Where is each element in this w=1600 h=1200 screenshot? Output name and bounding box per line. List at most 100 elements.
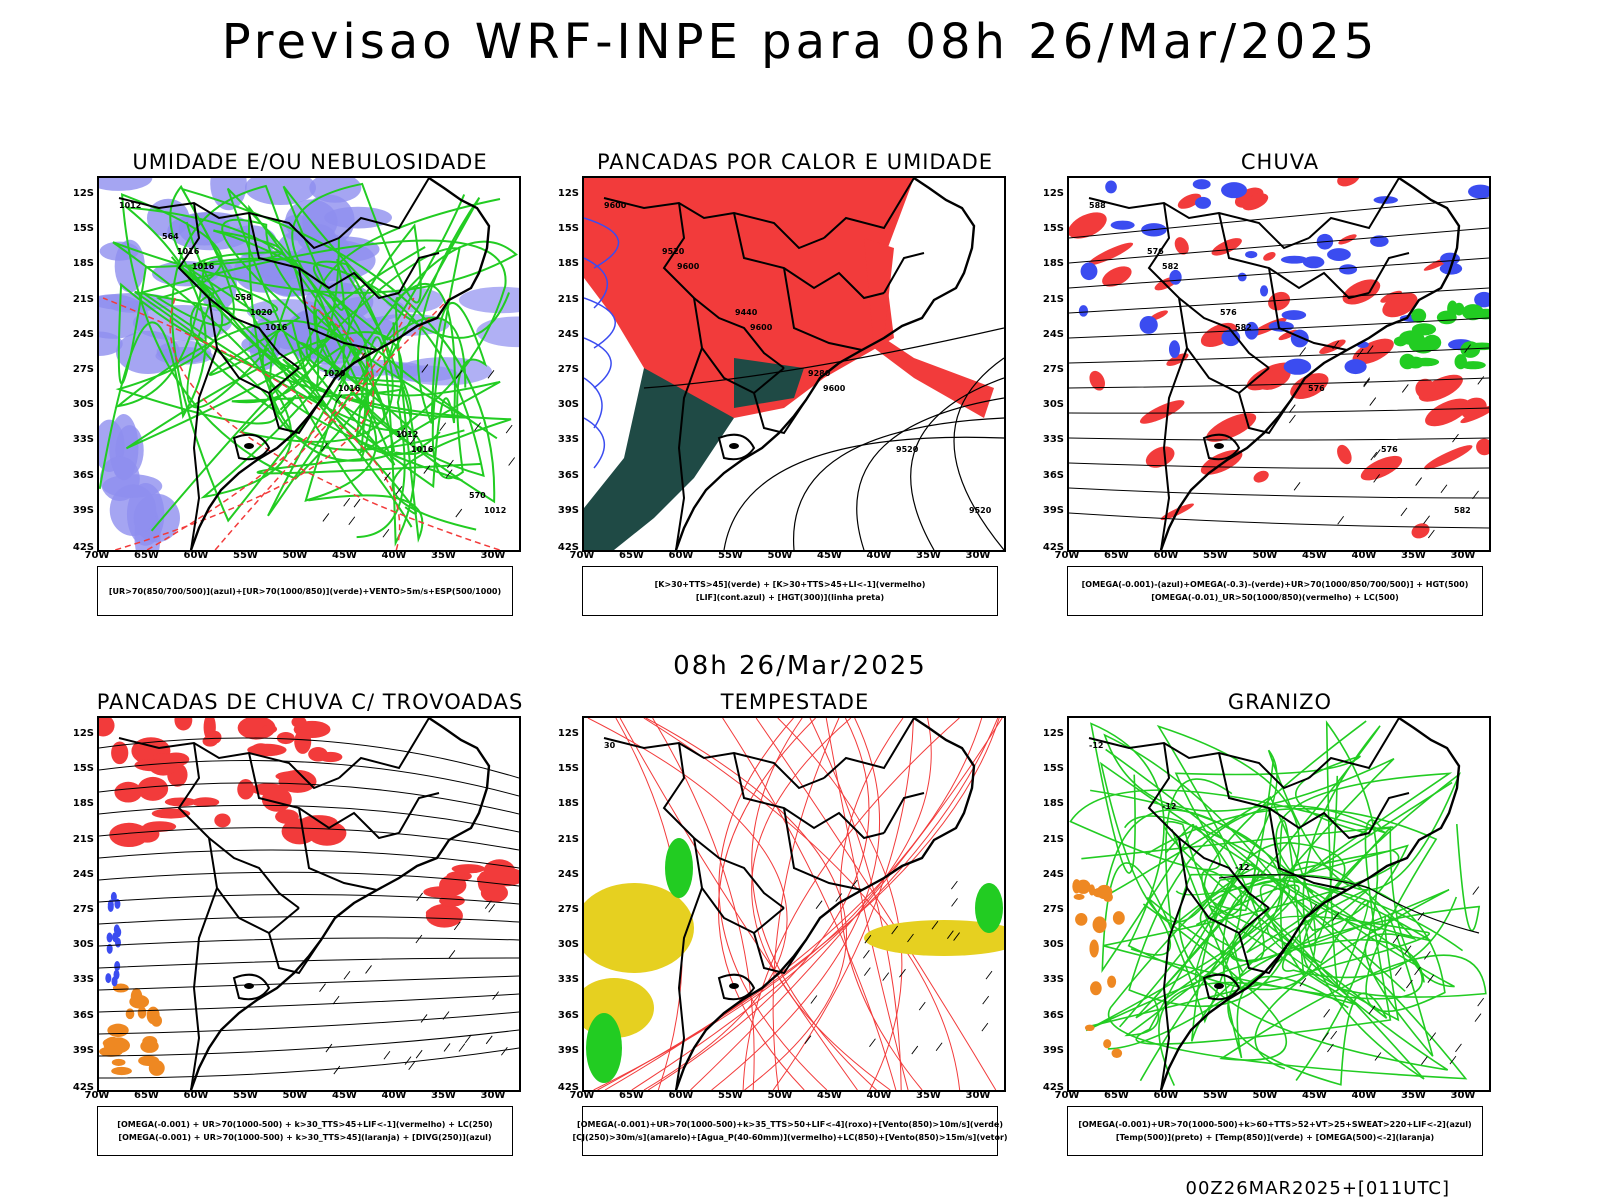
latitude-label: 36S: [72, 469, 94, 481]
contour-label: 570: [469, 491, 486, 500]
latitude-label: 21S: [72, 833, 94, 845]
panel-title: PANCADAS DE CHUVA C/ TROVOADAS: [96, 690, 524, 714]
latitude-label: 30S: [72, 939, 94, 951]
longitude-label: 55W: [718, 550, 743, 561]
latitude-label: 30S: [1042, 939, 1064, 951]
longitude-label: 65W: [619, 550, 644, 561]
latitude-label: 33S: [72, 974, 94, 986]
longitude-label: 35W: [1401, 1090, 1426, 1101]
forecast-panel: CHUVA 588 582 582 576 576 582 576 576 12S 15S 18S 21…: [1040, 150, 1520, 650]
longitude-label: 30W: [965, 550, 991, 561]
panel-legend: [K>30+TTS>45](verde) + [K>30+TTS>45+LI<-…: [582, 566, 998, 616]
latitude-label: 39S: [72, 1044, 94, 1056]
latitude-label: 24S: [72, 328, 94, 340]
longitude-label: 40W: [866, 1090, 892, 1101]
contour-label: 9600: [823, 384, 846, 393]
contour-label: 588: [1089, 201, 1106, 210]
contour-label: 9600: [604, 201, 627, 210]
longitude-label: 60W: [668, 1090, 694, 1101]
legend-line: [Temp(500)](preto) + [Temp(850)](verde) …: [1115, 1133, 1435, 1142]
longitude-label: 60W: [1153, 1090, 1179, 1101]
latitude-label: 15S: [72, 763, 94, 775]
longitude-label: 70W: [84, 1090, 110, 1101]
latitude-label: 21S: [72, 293, 94, 305]
latitude-label: 18S: [557, 798, 579, 810]
contour-label: -12: [1162, 802, 1176, 811]
latitude-label: 15S: [557, 763, 579, 775]
longitude-label: 35W: [1401, 550, 1426, 561]
latitude-label: 33S: [557, 974, 579, 986]
contour-label: 1012: [119, 201, 141, 210]
longitude-label: 45W: [817, 1090, 842, 1101]
latitude-label: 42S: [72, 1082, 94, 1093]
panel-legend: [UR>70(850/700/500)](azul)+[UR>70(1000/8…: [97, 566, 513, 616]
forecast-panel: TEMPESTADE 30 12S 15S 18S 21S 24S 27S 30S 33S 36S 3…: [555, 690, 1035, 1190]
panel-title: GRANIZO: [1227, 690, 1333, 714]
longitude-label: 50W: [282, 550, 308, 561]
latitude-label: 18S: [72, 258, 94, 270]
latitude-label: 21S: [1042, 833, 1064, 845]
contour-label: 582: [1235, 323, 1252, 332]
latitude-label: 42S: [557, 1082, 579, 1093]
longitude-label: 30W: [965, 1090, 991, 1101]
legend-line: [LIF](cont.azul) + [HGT(300)](linha pret…: [695, 593, 885, 602]
run-info-footer: 00Z26MAR2025+[011UTC]: [1185, 1178, 1450, 1199]
latitude-label: 33S: [72, 434, 94, 446]
latitude-label: 18S: [557, 258, 579, 270]
longitude-label: 60W: [183, 1090, 209, 1101]
longitude-label: 70W: [569, 1090, 595, 1101]
contour-label: 1020: [323, 369, 346, 378]
longitude-label: 35W: [431, 550, 456, 561]
latitude-label: 27S: [557, 364, 579, 375]
legend-line: [K>30+TTS>45](verde) + [K>30+TTS>45+LI<-…: [654, 580, 926, 589]
latitude-label: 36S: [557, 1009, 579, 1021]
legend-line: [OMEGA(-0.001)-(azul)+OMEGA(-0.3)-(verde…: [1081, 580, 1469, 589]
forecast-map: 588 582 582 576 576 582 576 576: [1067, 176, 1491, 552]
latitude-label: 18S: [72, 798, 94, 810]
longitude-label: 30W: [1450, 550, 1476, 561]
latitude-label: 42S: [557, 542, 579, 553]
latitude-label: 33S: [1042, 434, 1064, 446]
latitude-label: 36S: [557, 469, 579, 481]
latitude-label: 21S: [557, 293, 579, 305]
contour-label: 9280: [808, 369, 831, 378]
latitude-label: 30S: [557, 399, 579, 411]
latitude-label: 24S: [557, 868, 579, 880]
longitude-label: 45W: [332, 1090, 357, 1101]
contour-label: 1012: [484, 506, 506, 515]
forecast-map: -12 -12 -12: [1067, 716, 1491, 1092]
contour-label: 1016: [411, 445, 434, 454]
latitude-label: 21S: [557, 833, 579, 845]
map-canvas: 9600 9600 9600 9600 9520 9520 9520 9440 9280: [584, 178, 1004, 550]
map-canvas: 588 582 582 576 576 582 576 576: [1069, 178, 1489, 550]
longitude-label: 45W: [817, 550, 842, 561]
legend-line: [OMEGA(-0.001)+UR>70(1000-500)+k>35_TTS>…: [577, 1120, 1003, 1129]
longitude-label: 65W: [1104, 1090, 1129, 1101]
main-title: Previsao WRF-INPE para 08h 26/Mar/2025: [221, 14, 1379, 70]
longitude-label: 65W: [134, 550, 159, 561]
longitude-label: 45W: [332, 550, 357, 561]
contour-label: 9520: [662, 247, 685, 256]
contour-label: 576: [1147, 247, 1164, 256]
latitude-label: 42S: [72, 542, 94, 553]
panel-title: TEMPESTADE: [720, 690, 870, 714]
latitude-label: 18S: [1042, 798, 1064, 810]
longitude-label: 50W: [282, 1090, 308, 1101]
latitude-label: 12S: [1042, 728, 1064, 739]
contour-label: 9600: [750, 323, 773, 332]
contour-label: 1016: [265, 323, 288, 332]
legend-line: [OMEGA(-0.001)+UR>70(1000-500)+k>60+TTS>…: [1078, 1120, 1472, 1129]
forecast-map: 1012 1016 1016 1016 1016 1012 1016 1020 1020 1012…: [97, 176, 521, 552]
longitude-label: 65W: [134, 1090, 159, 1101]
contour-label: 582: [1162, 262, 1179, 271]
contour-label: 576: [1308, 384, 1325, 393]
longitude-label: 55W: [718, 1090, 743, 1101]
contour-label: 1016: [177, 247, 200, 256]
contour-label: 9520: [969, 506, 992, 515]
latitude-label: 27S: [72, 904, 94, 915]
map-canvas: -12 -12 -12: [1069, 718, 1487, 1090]
longitude-label: 55W: [1203, 1090, 1228, 1101]
latitude-label: 15S: [1042, 763, 1064, 775]
longitude-label: 35W: [431, 1090, 456, 1101]
longitude-label: 65W: [619, 1090, 644, 1101]
